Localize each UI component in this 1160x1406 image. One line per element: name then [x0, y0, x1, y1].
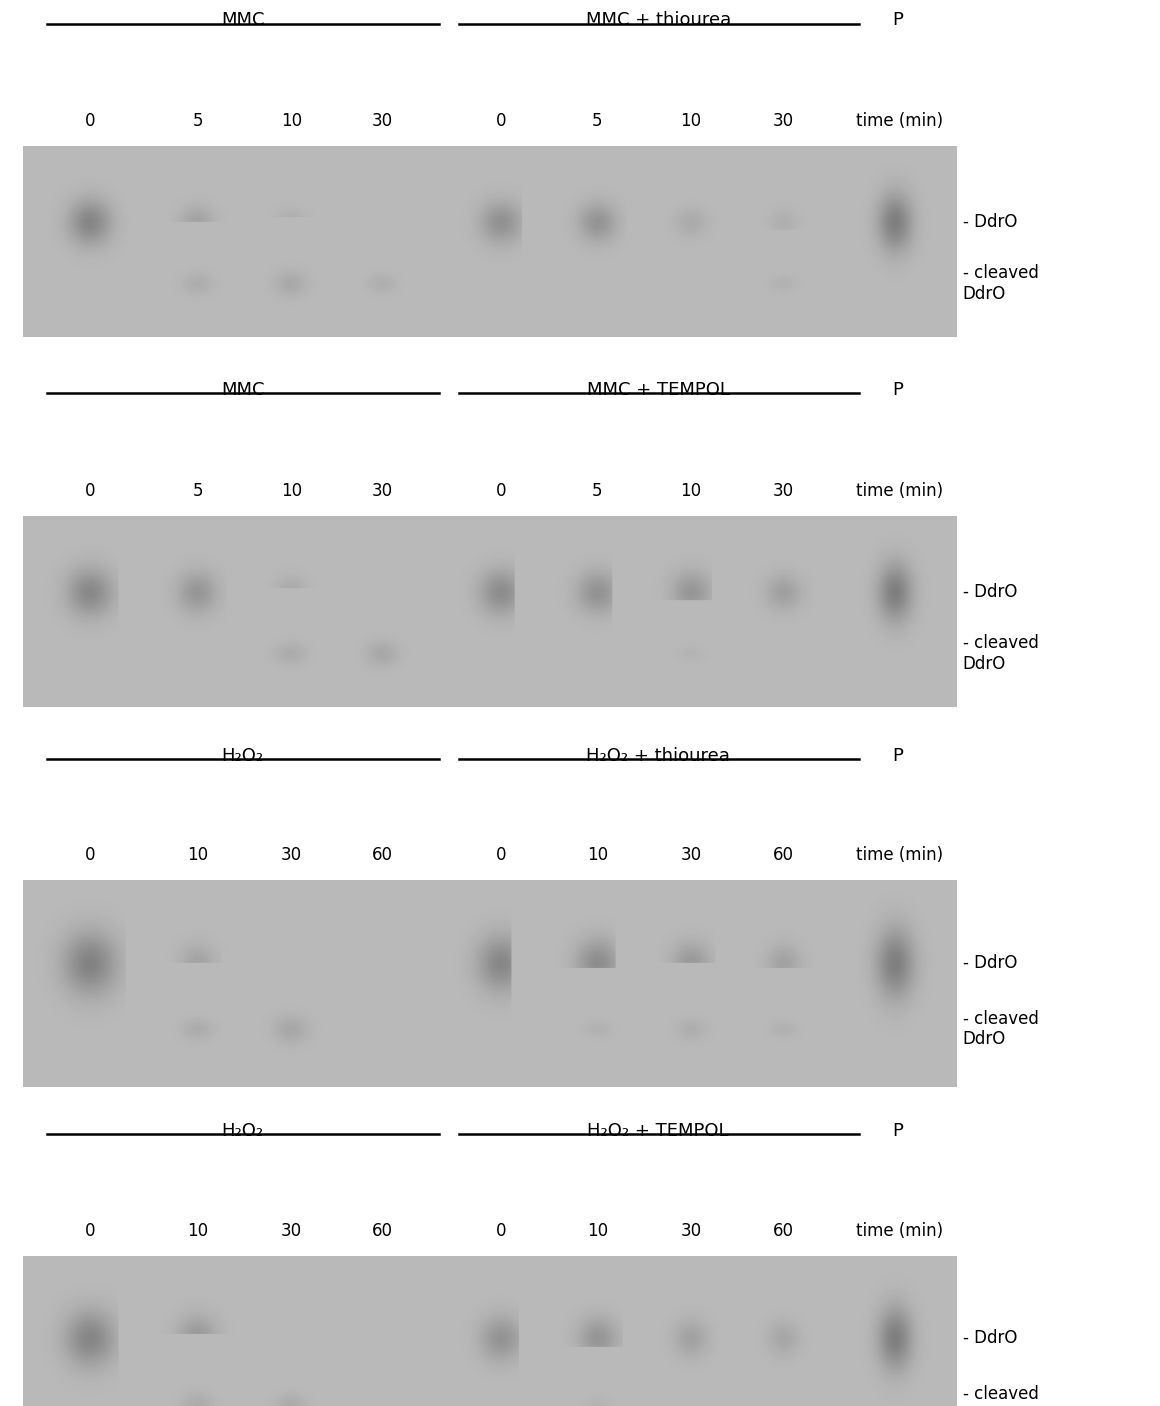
Text: 60: 60	[372, 846, 393, 865]
Text: H₂O₂: H₂O₂	[222, 1122, 263, 1140]
Text: 30: 30	[372, 482, 393, 499]
Text: 30: 30	[680, 846, 702, 865]
Text: - DdrO: - DdrO	[963, 953, 1017, 972]
Text: 30: 30	[773, 482, 793, 499]
Text: 0: 0	[85, 482, 95, 499]
Text: 0: 0	[85, 846, 95, 865]
Text: 0: 0	[496, 112, 507, 129]
Text: 30: 30	[281, 846, 302, 865]
Text: - DdrO: - DdrO	[963, 583, 1017, 602]
Text: 60: 60	[372, 1222, 393, 1240]
Text: 60: 60	[773, 846, 793, 865]
Text: 30: 30	[281, 1222, 302, 1240]
Text: 10: 10	[680, 112, 702, 129]
Text: 10: 10	[587, 1222, 608, 1240]
Text: MMC + TEMPOL: MMC + TEMPOL	[587, 381, 730, 399]
Text: time (min): time (min)	[856, 846, 943, 865]
Text: 0: 0	[85, 112, 95, 129]
Text: 60: 60	[773, 1222, 793, 1240]
Text: - cleaved
DdrO: - cleaved DdrO	[963, 1385, 1038, 1406]
Text: - DdrO: - DdrO	[963, 214, 1017, 232]
Text: 0: 0	[496, 1222, 507, 1240]
Text: P: P	[892, 11, 902, 30]
Text: 30: 30	[680, 1222, 702, 1240]
Text: 5: 5	[193, 482, 203, 499]
Text: 10: 10	[187, 1222, 209, 1240]
Text: P: P	[892, 747, 902, 765]
Text: 30: 30	[773, 112, 793, 129]
Text: H₂O₂: H₂O₂	[222, 747, 263, 765]
Text: MMC: MMC	[220, 11, 264, 30]
Text: - cleaved
DdrO: - cleaved DdrO	[963, 1010, 1038, 1049]
Text: - cleaved
DdrO: - cleaved DdrO	[963, 264, 1038, 304]
Text: 5: 5	[193, 112, 203, 129]
Text: 10: 10	[281, 112, 302, 129]
Text: time (min): time (min)	[856, 112, 943, 129]
Text: 10: 10	[187, 846, 209, 865]
Text: 10: 10	[281, 482, 302, 499]
Text: time (min): time (min)	[856, 482, 943, 499]
Text: MMC + thiourea: MMC + thiourea	[586, 11, 731, 30]
Text: 30: 30	[372, 112, 393, 129]
Text: 10: 10	[587, 846, 608, 865]
Text: P: P	[892, 1122, 902, 1140]
Text: 0: 0	[496, 482, 507, 499]
Text: 0: 0	[85, 1222, 95, 1240]
Text: time (min): time (min)	[856, 1222, 943, 1240]
Text: 10: 10	[680, 482, 702, 499]
Text: MMC: MMC	[220, 381, 264, 399]
Text: 5: 5	[593, 112, 603, 129]
Text: H₂O₂ + thiourea: H₂O₂ + thiourea	[586, 747, 730, 765]
Text: - cleaved
DdrO: - cleaved DdrO	[963, 634, 1038, 673]
Text: 0: 0	[496, 846, 507, 865]
Text: P: P	[892, 381, 902, 399]
Text: - DdrO: - DdrO	[963, 1329, 1017, 1347]
Text: 5: 5	[593, 482, 603, 499]
Text: H₂O₂ + TEMPOL: H₂O₂ + TEMPOL	[587, 1122, 728, 1140]
